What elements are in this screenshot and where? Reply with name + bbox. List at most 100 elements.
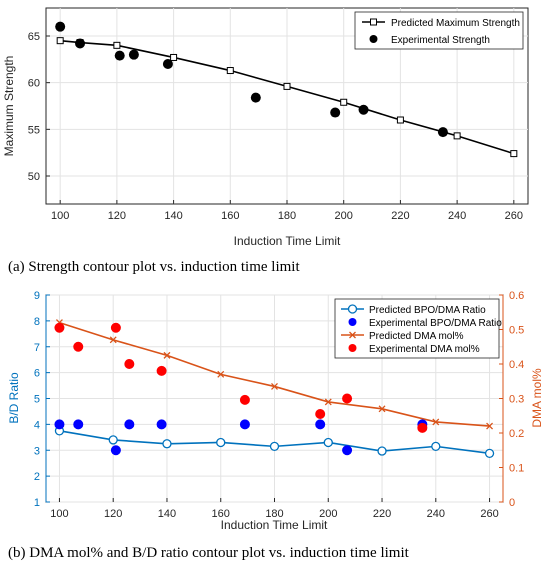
experimental-ratio-point — [342, 445, 353, 456]
left-tick-label: 9 — [34, 290, 40, 302]
experimental-ratio-point — [124, 419, 135, 430]
experimental-dma-point — [342, 393, 353, 404]
predicted-ratio-point — [108, 435, 118, 445]
experimental-dma-point — [124, 359, 135, 369]
panel-a-strength-chart: 100 120 140 160 180 200 220 240 260 50 55 60 65 Indu… — [2, 7, 529, 248]
predicted-ratio-point — [377, 446, 387, 456]
panel-b-left-axis-label: B/D Ratio — [7, 372, 21, 424]
panel-a-legend-box — [354, 11, 524, 50]
panel-a-series — [55, 21, 518, 158]
predicted-strength-point — [453, 132, 461, 140]
x-tick-label: 240 — [427, 508, 445, 520]
predicted-ratio-point — [323, 437, 333, 448]
x-tick-label: 120 — [104, 508, 122, 520]
panel-b-grid — [46, 294, 503, 503]
x-tick-label: 100 — [50, 508, 68, 520]
predicted-dma-point — [432, 418, 440, 426]
experimental-ratio-point — [73, 419, 84, 430]
predicted-strength-point — [113, 41, 121, 49]
left-tick-label: 3 — [34, 445, 40, 457]
y-tick-label: 60 — [28, 78, 40, 90]
x-tick-label: 200 — [319, 508, 337, 520]
experimental-dma-point — [315, 409, 326, 420]
legend-marker-predicted-ratio — [347, 304, 358, 314]
x-tick-label: 200 — [335, 210, 353, 222]
legend-marker-predicted-strength — [370, 18, 377, 26]
experimental-dma-point — [73, 341, 84, 352]
predicted-ratio-point — [269, 441, 280, 452]
experimental-strength-point — [330, 107, 341, 118]
legend-label-predicted-dma: Predicted DMA mol% — [369, 331, 464, 342]
panel-a-legend: Predicted Maximum Strength Experimental … — [354, 11, 524, 50]
right-tick-label: 0 — [509, 497, 515, 509]
legend-marker-predicted-dma — [349, 331, 356, 339]
left-tick-label: 7 — [34, 342, 40, 354]
experimental-strength-point — [55, 21, 66, 32]
predicted-ratio-point — [431, 441, 441, 452]
experimental-ratio-point — [239, 419, 250, 430]
left-tick-label: 2 — [34, 471, 40, 483]
x-tick-label: 180 — [278, 210, 296, 222]
x-tick-label: 220 — [391, 210, 409, 222]
panel-a-ticks: 100 120 140 160 180 200 220 240 260 50 55 60 65 — [28, 31, 523, 222]
experimental-strength-point — [114, 50, 125, 61]
legend-label-experimental-strength: Experimental Strength — [391, 35, 490, 46]
panel-a-caption: (a) Strength contour plot vs. induction … — [8, 259, 300, 275]
predicted-strength-line — [60, 39, 515, 155]
experimental-strength-point — [250, 92, 261, 103]
right-tick-label: 0.4 — [509, 359, 524, 371]
right-tick-label: 0.6 — [509, 290, 524, 302]
predicted-strength-point — [56, 37, 64, 45]
predicted-dma-point — [324, 398, 332, 406]
experimental-strength-point — [75, 38, 86, 49]
experimental-ratio-point — [54, 419, 65, 430]
x-tick-label: 140 — [158, 508, 176, 520]
predicted-strength-point — [396, 116, 404, 124]
x-tick-label: 160 — [212, 508, 230, 520]
legend-marker-experimental-strength — [369, 35, 378, 43]
x-tick-label: 140 — [164, 210, 182, 222]
x-tick-label: 100 — [51, 210, 69, 222]
experimental-dma-point — [110, 322, 121, 333]
left-tick-label: 6 — [34, 368, 40, 380]
x-tick-label: 260 — [505, 210, 523, 222]
left-tick-label: 4 — [34, 419, 40, 431]
predicted-strength-point — [510, 150, 518, 158]
y-tick-label: 50 — [28, 171, 40, 183]
x-tick-label: 260 — [480, 508, 498, 520]
panel-b-legend: Predicted BPO/DMA Ratio Experimental BPO… — [334, 298, 502, 359]
right-tick-label: 0.3 — [509, 394, 524, 406]
left-tick-label: 5 — [34, 394, 40, 406]
predicted-ratio-point — [484, 448, 495, 459]
legend-label-experimental-dma: Experimental DMA mol% — [369, 344, 480, 355]
legend-label-predicted-strength: Predicted Maximum Strength — [391, 18, 520, 29]
experimental-dma-point — [417, 422, 428, 433]
predicted-strength-point — [340, 98, 348, 106]
right-tick-label: 0.1 — [509, 463, 524, 475]
panel-b-right-axis-label: DMA mol% — [530, 368, 544, 428]
experimental-dma-point — [156, 365, 167, 376]
experimental-dma-point — [54, 322, 65, 333]
right-tick-label: 0.5 — [509, 325, 524, 337]
experimental-strength-point — [128, 49, 139, 60]
experimental-strength-point — [437, 127, 448, 138]
legend-label-experimental-ratio: Experimental BPO/DMA Ratio — [369, 318, 502, 329]
experimental-dma-point — [239, 394, 250, 405]
legend-marker-experimental-dma — [348, 344, 357, 352]
x-tick-label: 180 — [265, 508, 283, 520]
x-tick-label: 120 — [108, 210, 126, 222]
predicted-dma-point — [217, 370, 225, 378]
panel-b-ticks: 100 120 140 160 180 200 220 240 260 1 2 3 4 5 6 7 8 9 0 0.1… — [34, 290, 524, 520]
experimental-ratio-point — [315, 419, 326, 430]
experimental-strength-point — [162, 59, 173, 69]
predicted-dma-point — [378, 405, 386, 413]
predicted-dma-point — [271, 382, 278, 390]
panel-a-y-axis-label: Maximum Strength — [2, 56, 16, 157]
predicted-ratio-point — [216, 437, 226, 448]
y-tick-label: 65 — [28, 31, 40, 43]
predicted-ratio-point — [162, 439, 172, 449]
panel-b-x-axis-label: Induction Time Limit — [221, 518, 328, 532]
predicted-strength-point — [226, 67, 234, 75]
experimental-ratio-point — [110, 445, 121, 456]
